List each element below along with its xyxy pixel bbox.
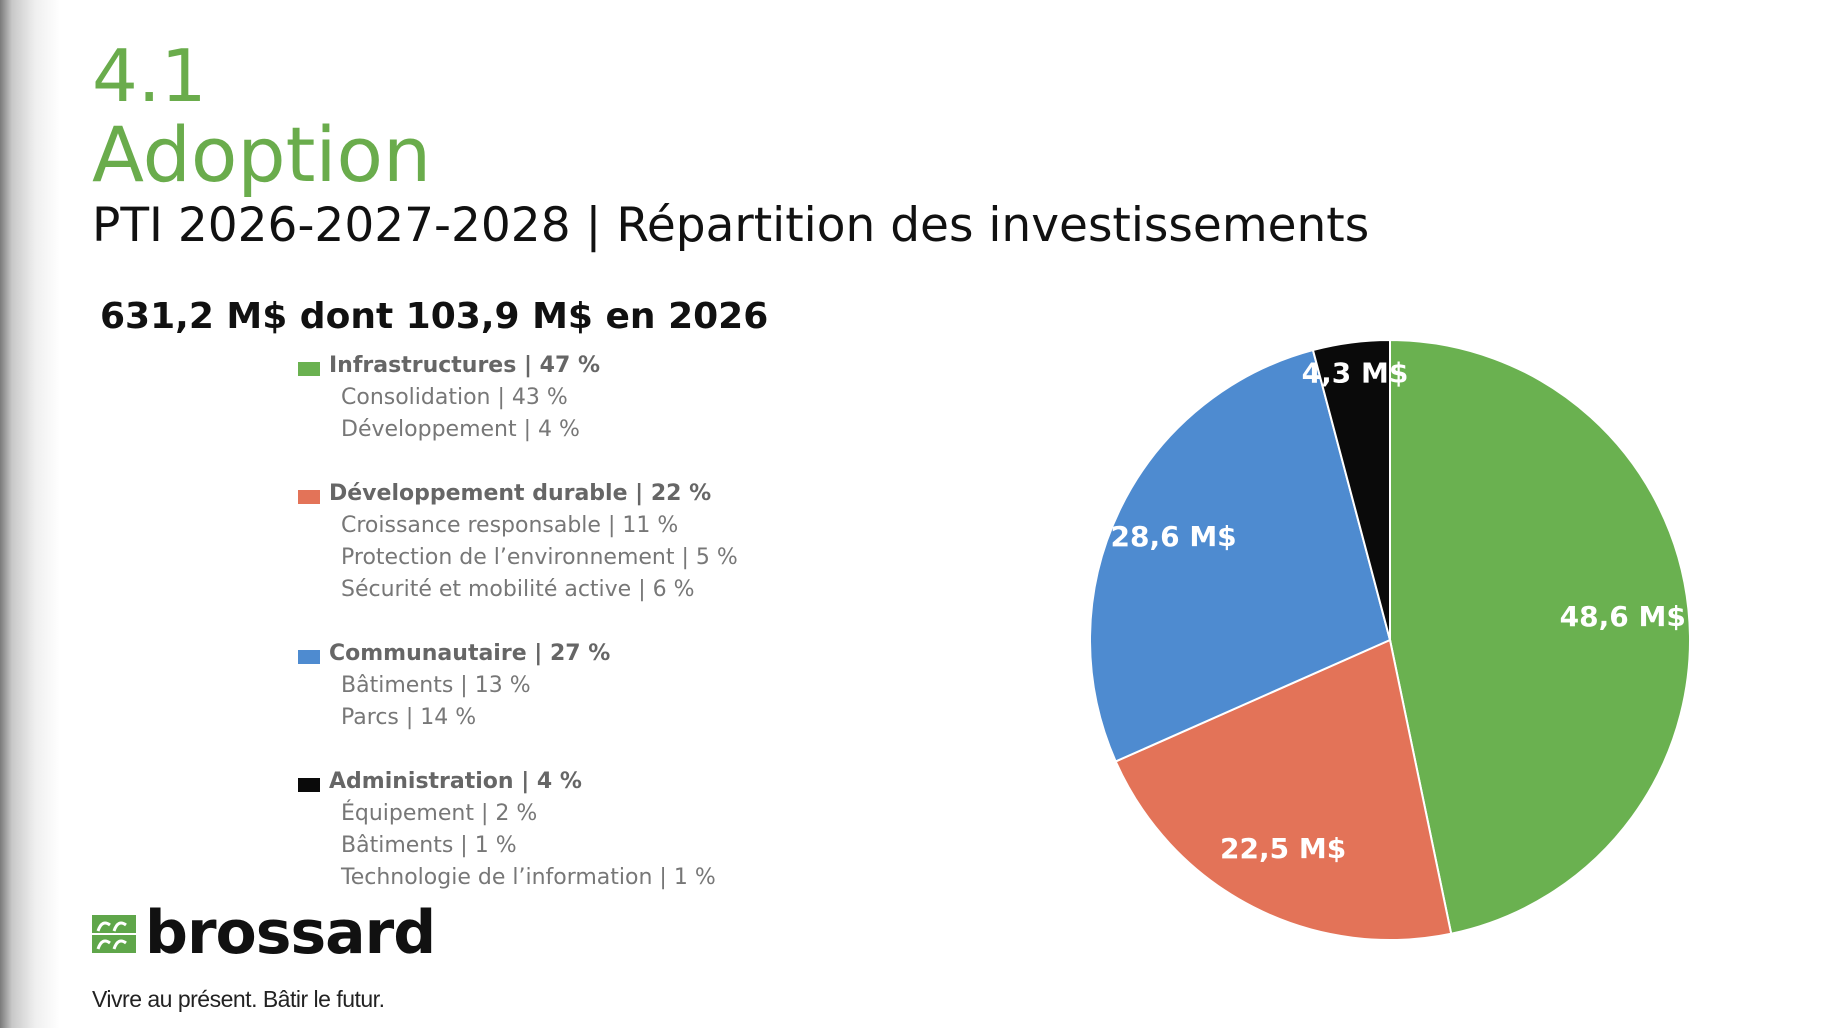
pie-slice-administration bbox=[1311, 338, 1391, 641]
legend-group-header: Infrastructures | 47 % bbox=[298, 350, 738, 382]
slide-subtitle: PTI 2026-2027-2028 | Répartition des inv… bbox=[92, 198, 1370, 253]
legend-group-label: Administration | 4 % bbox=[329, 769, 582, 794]
legend-group-label: Infrastructures | 47 % bbox=[329, 353, 600, 378]
section-number: 4.1 bbox=[92, 34, 207, 118]
legend-sub-item: Technologie de l’information | 1 % bbox=[341, 865, 716, 890]
legend-sub-item: Croissance responsable | 11 % bbox=[341, 513, 679, 538]
investment-total-headline: 631,2 M$ dont 103,9 M$ en 2026 bbox=[100, 296, 769, 337]
legend-sub-item: Parcs | 14 % bbox=[341, 705, 477, 730]
legend-sub-item: Équipement | 2 % bbox=[341, 801, 538, 826]
legend-sub-item: Bâtiments | 1 % bbox=[341, 833, 517, 858]
legend-group-label: Communautaire | 27 % bbox=[329, 641, 611, 666]
pie-data-label: 28,6 M$ bbox=[1110, 520, 1236, 553]
chart-legend: Infrastructures | 47 % Consolidation | 43… bbox=[298, 350, 738, 926]
legend-sub-item: Développement | 4 % bbox=[341, 417, 580, 442]
legend-group-header: Développement durable | 22 % bbox=[298, 478, 738, 510]
legend-group-label: Développement durable | 22 % bbox=[329, 481, 712, 506]
legend-sub-item: Bâtiments | 13 % bbox=[341, 673, 531, 698]
pie-data-label: 48,6 M$ bbox=[1560, 600, 1686, 633]
legend-group: Infrastructures | 47 % Consolidation | 43… bbox=[298, 350, 738, 446]
legend-swatch bbox=[298, 490, 320, 504]
legend-group: Développement durable | 22 % Croissance r… bbox=[298, 478, 738, 606]
pie-slice-communautaire bbox=[1089, 348, 1392, 763]
legend-group-header: Communautaire | 27 % bbox=[298, 638, 738, 670]
legend-sub-item: Protection de l’environnement | 5 % bbox=[341, 545, 738, 570]
pie-data-label: 22,5 M$ bbox=[1220, 832, 1346, 865]
pie-slice-infrastructures bbox=[1389, 338, 1691, 935]
legend-group-header: Administration | 4 % bbox=[298, 766, 738, 798]
legend-sub-item: Consolidation | 43 % bbox=[341, 385, 568, 410]
legend-group: Administration | 4 % Équipement | 2 % Bâti… bbox=[298, 766, 738, 894]
legend-sub-item: Sécurité et mobilité active | 6 % bbox=[341, 577, 695, 602]
legend-swatch bbox=[298, 362, 320, 376]
legend-group: Communautaire | 27 % Bâtiments | 13 % Parc… bbox=[298, 638, 738, 734]
legend-swatch bbox=[298, 778, 320, 792]
section-title: Adoption bbox=[92, 110, 432, 199]
brand-name: brossard bbox=[145, 898, 436, 968]
pie-slice-développement-durable bbox=[1114, 638, 1453, 941]
pie-data-label: 4,3 M$ bbox=[1302, 356, 1409, 389]
left-edge-shadow bbox=[0, 0, 60, 1028]
legend-swatch bbox=[298, 650, 320, 664]
brand-tagline: Vivre au présent. Bâtir le futur. bbox=[92, 986, 385, 1012]
investment-pie-chart: 48,6 M$ 22,5 M$ 28,6 M$ 4,3 M$ bbox=[1089, 338, 1691, 941]
brossard-logo-icon bbox=[92, 915, 136, 953]
